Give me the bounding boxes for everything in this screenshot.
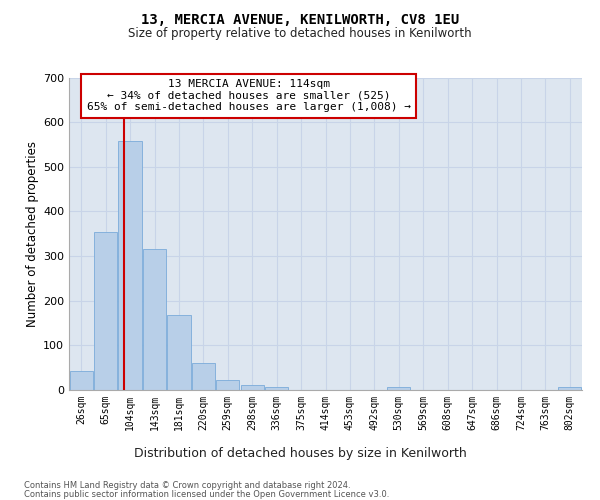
Bar <box>70 371 93 390</box>
Text: 13, MERCIA AVENUE, KENILWORTH, CV8 1EU: 13, MERCIA AVENUE, KENILWORTH, CV8 1EU <box>141 12 459 26</box>
Text: 13 MERCIA AVENUE: 114sqm
← 34% of detached houses are smaller (525)
65% of semi-: 13 MERCIA AVENUE: 114sqm ← 34% of detach… <box>86 79 410 112</box>
Bar <box>94 232 117 390</box>
Bar <box>241 385 264 390</box>
Bar <box>216 380 239 390</box>
Bar <box>265 387 288 390</box>
Text: Size of property relative to detached houses in Kenilworth: Size of property relative to detached ho… <box>128 28 472 40</box>
Text: Contains HM Land Registry data © Crown copyright and database right 2024.: Contains HM Land Registry data © Crown c… <box>24 481 350 490</box>
Y-axis label: Number of detached properties: Number of detached properties <box>26 141 39 327</box>
Bar <box>558 387 581 390</box>
Bar <box>387 387 410 390</box>
Bar <box>118 141 142 390</box>
Bar <box>192 363 215 390</box>
Text: Distribution of detached houses by size in Kenilworth: Distribution of detached houses by size … <box>134 448 466 460</box>
Text: Contains public sector information licensed under the Open Government Licence v3: Contains public sector information licen… <box>24 490 389 499</box>
Bar <box>167 315 191 390</box>
Bar <box>143 250 166 390</box>
